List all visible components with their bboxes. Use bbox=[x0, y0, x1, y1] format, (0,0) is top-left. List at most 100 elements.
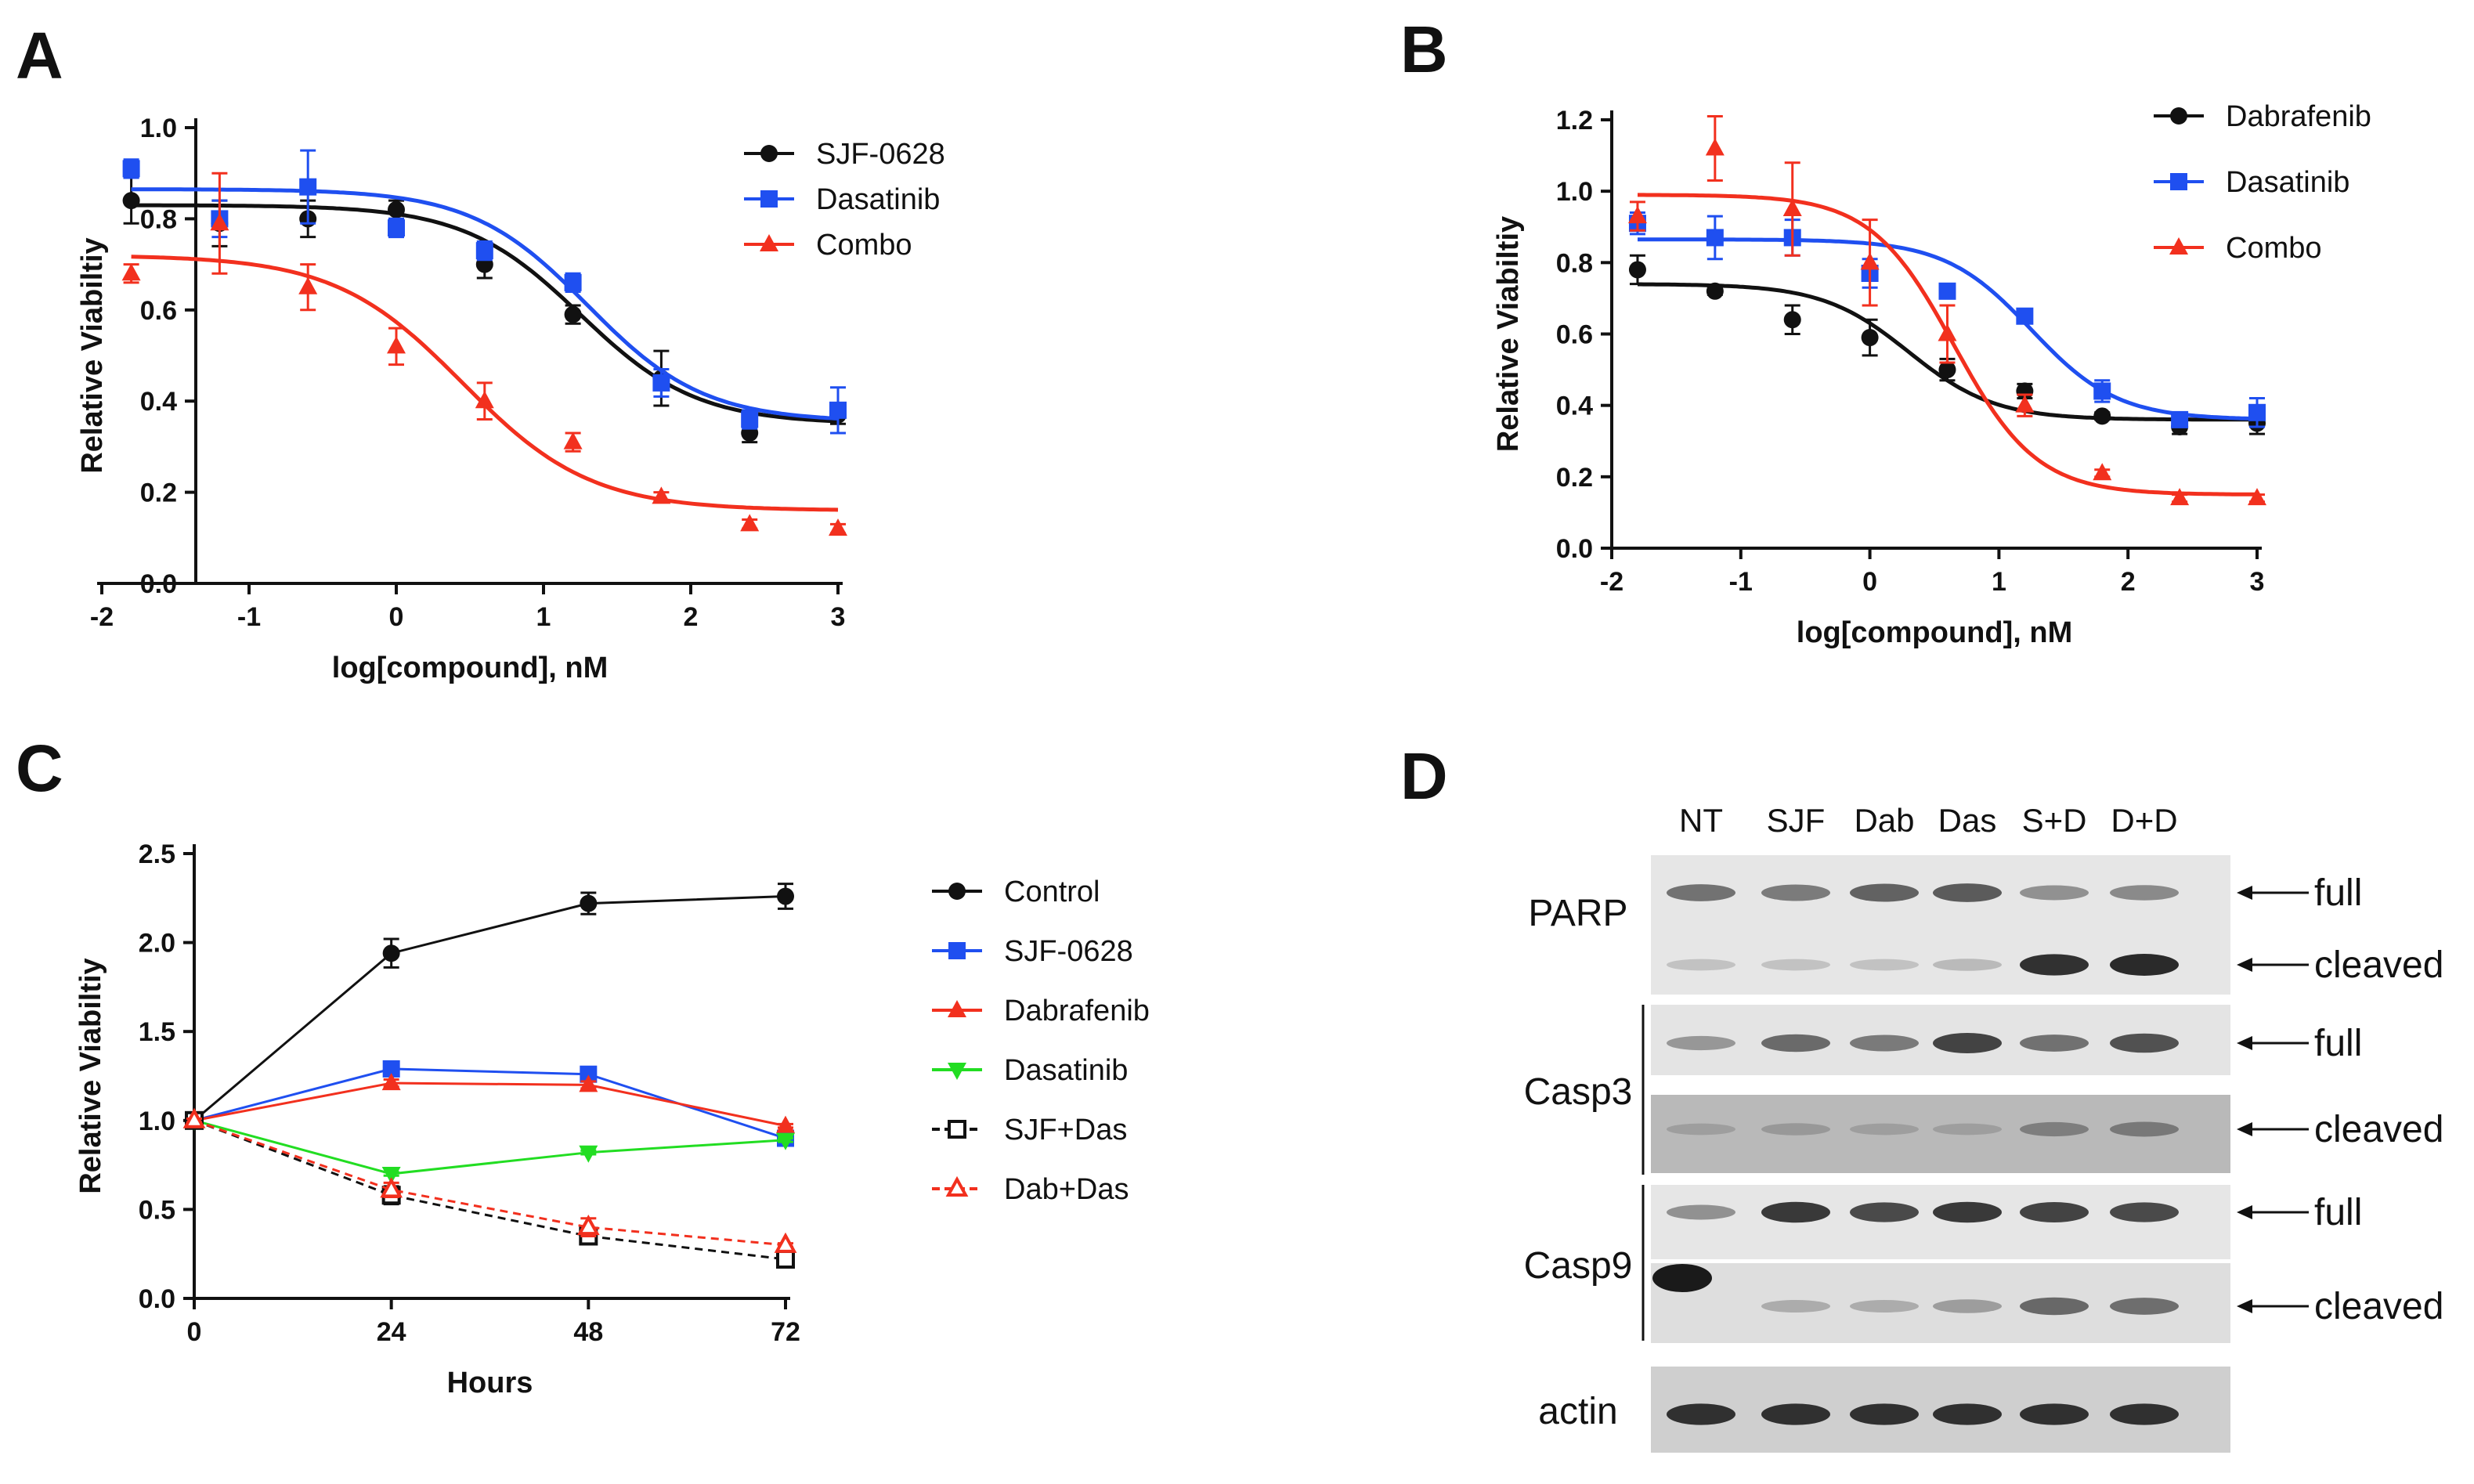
legend-label: Dasatinib bbox=[816, 183, 940, 216]
panel-letter-d: D bbox=[1400, 739, 1448, 813]
blot-band bbox=[2020, 885, 2089, 901]
data-point bbox=[299, 178, 317, 196]
data-point bbox=[741, 410, 759, 428]
y-tick-label: 2.0 bbox=[139, 929, 175, 959]
blot-band bbox=[1850, 1403, 1919, 1425]
data-point bbox=[1938, 282, 1956, 300]
blot-strip-casp3-cleaved bbox=[1651, 1095, 2230, 1173]
data-point bbox=[564, 305, 582, 323]
data-point bbox=[475, 391, 494, 409]
data-point bbox=[2015, 395, 2035, 413]
x-axis-label: log[compound], nM bbox=[332, 652, 608, 684]
y-tick-label: 1.5 bbox=[139, 1017, 175, 1047]
data-point bbox=[298, 276, 318, 294]
y-tick-label: 0.8 bbox=[1556, 248, 1593, 278]
band-arrow-full: full bbox=[2237, 1192, 2362, 1233]
legend-entry: SJF-0628 bbox=[744, 138, 945, 171]
legend-entry: Dabrafenib bbox=[932, 995, 1150, 1027]
y-axis-label: Relative Viabiltiy bbox=[1492, 216, 1525, 452]
data-point bbox=[381, 1166, 401, 1184]
legend-marker bbox=[2170, 107, 2187, 125]
blot-band bbox=[1667, 884, 1735, 901]
blot-band bbox=[1761, 1123, 1830, 1136]
blot-strip-background bbox=[1651, 1185, 2230, 1259]
data-point bbox=[122, 192, 140, 210]
arrow-label: full bbox=[2314, 872, 2362, 914]
blot-band bbox=[2110, 1202, 2179, 1222]
chart-c-time-course: 0.0 0.5 1.0 1.5 2.0 2.5 0 24 48 72 Hours Relative V… bbox=[74, 839, 1150, 1399]
data-point bbox=[2248, 403, 2266, 421]
blot-band bbox=[1667, 959, 1735, 971]
x-tick-label: -2 bbox=[1600, 567, 1623, 597]
legend-marker bbox=[948, 1000, 966, 1017]
legend-entry: Dabrafenib bbox=[2154, 100, 2371, 133]
blot-band bbox=[2020, 1121, 2089, 1137]
blot-strip-parp bbox=[1651, 855, 2230, 995]
y-tick-label: 0.5 bbox=[139, 1195, 175, 1225]
legend-marker bbox=[2170, 173, 2187, 190]
data-point bbox=[2171, 410, 2189, 428]
y-axis-label: Relative Viabiltiy bbox=[74, 958, 107, 1193]
data-point bbox=[777, 887, 794, 905]
blot-band bbox=[2020, 1034, 2089, 1052]
data-point bbox=[652, 486, 671, 504]
fit-curve bbox=[131, 187, 839, 421]
band-arrow-cleaved: cleaved bbox=[2237, 1286, 2443, 1327]
legend-entry: Combo bbox=[2154, 232, 2322, 265]
lane-label: Das bbox=[1938, 802, 1997, 839]
blot-band bbox=[1933, 1201, 2002, 1223]
blot-band bbox=[1933, 1123, 2002, 1136]
data-point bbox=[1706, 229, 1724, 247]
legend-label: Dabrafenib bbox=[1004, 995, 1150, 1027]
legend-entry: Dasatinib bbox=[932, 1054, 1128, 1087]
blot-band bbox=[1667, 1035, 1735, 1051]
band-arrow-cleaved: cleaved bbox=[2237, 1109, 2443, 1150]
data-point bbox=[776, 1132, 795, 1150]
lane-label: Dab bbox=[1854, 802, 1914, 839]
x-tick-label: 2 bbox=[2121, 567, 2136, 597]
data-point bbox=[576, 1214, 600, 1236]
legend-entry: Control bbox=[932, 876, 1100, 908]
arrow-head bbox=[2237, 1205, 2252, 1219]
y-tick-label: 0.0 bbox=[140, 569, 177, 599]
blot-band bbox=[1667, 1204, 1735, 1220]
data-point bbox=[2170, 488, 2190, 506]
legend-label: SJF-0628 bbox=[1004, 935, 1133, 968]
data-point bbox=[381, 1073, 401, 1091]
blot-strip-actin bbox=[1651, 1367, 2230, 1453]
protein-label-parp: PARP bbox=[1528, 893, 1627, 934]
blot-strip-casp9-cleaved bbox=[1651, 1263, 2230, 1343]
x-tick-label: 0 bbox=[389, 602, 404, 632]
series-combo bbox=[1627, 114, 2266, 506]
protein-label-casp3: Casp3 bbox=[1524, 1071, 1633, 1113]
legend-marker bbox=[760, 190, 778, 208]
blot-strip-casp9-full bbox=[1651, 1185, 2230, 1259]
data-point bbox=[776, 1250, 795, 1269]
blot-band bbox=[2110, 1033, 2179, 1053]
data-point bbox=[1782, 198, 1802, 216]
data-point bbox=[388, 200, 405, 218]
chart-a-dose-response: 0.0 0.2 0.4 0.6 0.8 1.0 -2 -1 0 1 2 3 log[compound],… bbox=[76, 114, 945, 684]
legend-entry: Dasatinib bbox=[2154, 166, 2349, 199]
x-axis-label: log[compound], nM bbox=[1797, 616, 2072, 649]
protein-label-casp9: Casp9 bbox=[1524, 1245, 1633, 1287]
x-tick-label: 1 bbox=[1992, 567, 2006, 597]
blot-band bbox=[2110, 954, 2179, 976]
panel-letter-a: A bbox=[16, 19, 63, 92]
blot-band bbox=[1761, 1403, 1830, 1425]
blot-band bbox=[1667, 1123, 1735, 1136]
legend-label: Combo bbox=[816, 229, 912, 262]
y-tick-label: 1.0 bbox=[140, 114, 177, 143]
data-point bbox=[580, 894, 598, 912]
x-tick-label: 48 bbox=[573, 1317, 603, 1347]
data-point bbox=[2016, 307, 2034, 325]
legend-label: SJF+Das bbox=[1004, 1114, 1127, 1146]
legend-entry: Dab+Das bbox=[932, 1173, 1129, 1206]
blot-strip-background bbox=[1651, 1095, 2230, 1173]
arrow-label: full bbox=[2314, 1192, 2362, 1233]
blot-band bbox=[1933, 883, 2002, 902]
x-tick-label: 1 bbox=[536, 602, 551, 632]
data-point bbox=[382, 1060, 400, 1078]
data-point bbox=[1705, 138, 1725, 156]
blot-band bbox=[1761, 884, 1830, 901]
